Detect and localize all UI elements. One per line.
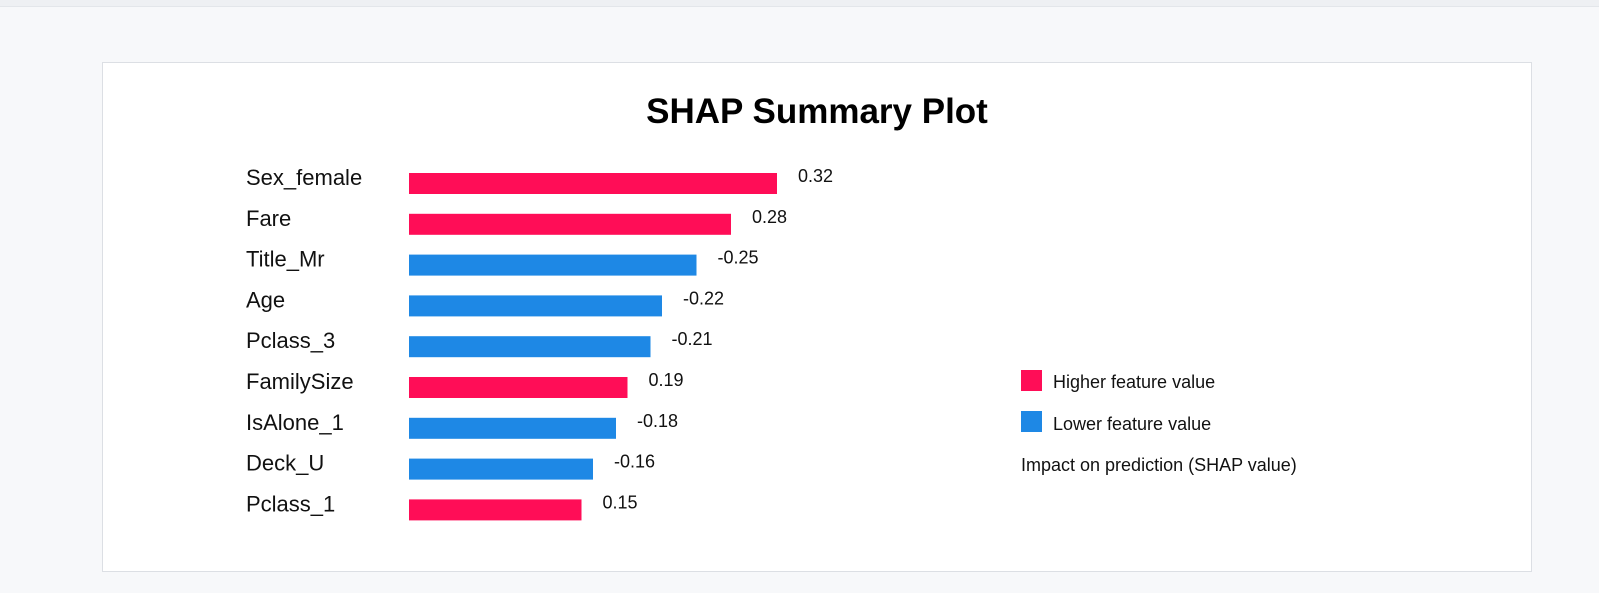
- value-label: -0.22: [683, 288, 724, 308]
- legend-swatch-higher: [1021, 370, 1042, 391]
- legend: Higher feature value Lower feature value…: [1021, 370, 1297, 475]
- bar: [409, 377, 628, 398]
- bar: [409, 458, 593, 480]
- bar: [409, 499, 582, 521]
- bars-group: Sex_female 0.32 Fare 0.28 Title_Mr -0.25 Age -0…: [246, 165, 833, 521]
- chart-card: SHAP Summary Plot Sex_female 0.32 Fare 0.28…: [102, 62, 1532, 572]
- category-label: Pclass_1: [246, 491, 335, 516]
- value-label: 0.32: [798, 166, 833, 186]
- category-label: Deck_U: [246, 451, 324, 476]
- bar: [409, 336, 651, 358]
- category-label: IsAlone_1: [246, 410, 344, 435]
- category-label: Age: [246, 287, 285, 312]
- bar: [409, 295, 662, 317]
- value-label: 0.15: [603, 492, 638, 512]
- legend-label-lower: Lower feature value: [1053, 414, 1211, 434]
- category-label: Sex_female: [246, 165, 362, 190]
- legend-swatch-lower: [1021, 411, 1042, 432]
- category-label: FamilySize: [246, 369, 354, 394]
- legend-label-higher: Higher feature value: [1053, 372, 1215, 392]
- bar: [409, 417, 616, 439]
- value-label: -0.16: [614, 452, 655, 472]
- value-label: 0.19: [649, 370, 684, 390]
- value-label: -0.25: [718, 248, 759, 268]
- shap-summary-chart: SHAP Summary Plot Sex_female 0.32 Fare 0.28…: [246, 92, 1297, 521]
- legend-note: Impact on prediction (SHAP value): [1021, 455, 1297, 475]
- value-label: -0.18: [637, 411, 678, 431]
- category-label: Fare: [246, 206, 291, 231]
- top-strip: [0, 0, 1599, 7]
- value-label: -0.21: [672, 329, 713, 349]
- chart-title: SHAP Summary Plot: [646, 92, 988, 131]
- category-label: Pclass_3: [246, 328, 335, 353]
- bar: [409, 213, 731, 235]
- value-label: 0.28: [752, 207, 787, 227]
- bar: [409, 254, 697, 276]
- category-label: Title_Mr: [246, 247, 325, 272]
- bar: [409, 173, 777, 194]
